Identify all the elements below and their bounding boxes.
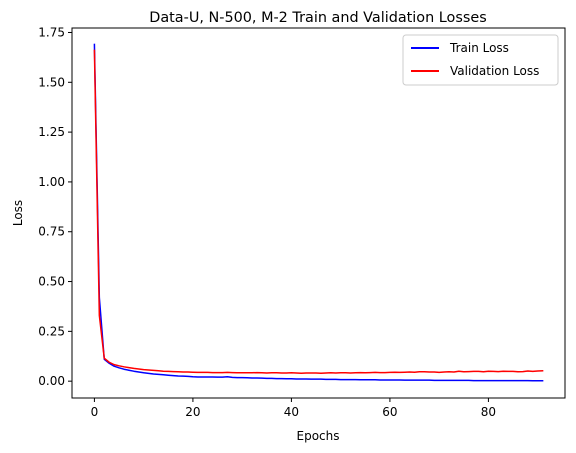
legend-label-train: Train Loss: [449, 41, 509, 55]
legend-box: [402, 34, 559, 86]
y-tick-label: 0.00: [38, 374, 65, 388]
x-tick-label: 80: [481, 405, 496, 419]
legend: Train Loss Validation Loss: [402, 34, 559, 86]
y-axis-label: Loss: [11, 200, 25, 226]
y-tick-label: 0.25: [38, 324, 65, 338]
y-tick-label: 1.00: [38, 175, 65, 189]
y-tick-label: 0.75: [38, 225, 65, 239]
y-tick-label: 1.25: [38, 125, 65, 139]
x-tick-label: 60: [382, 405, 397, 419]
chart-title: Data-U, N-500, M-2 Train and Validation …: [149, 10, 486, 26]
x-tick-label: 0: [91, 405, 99, 419]
axes-frame: [71, 27, 566, 399]
legend-label-validation: Validation Loss: [450, 64, 539, 78]
x-tick-label: 40: [284, 405, 299, 419]
x-axis: 0 20 40 60 80: [91, 398, 496, 419]
x-tick-label: 20: [185, 405, 200, 419]
y-tick-label: 1.50: [38, 75, 65, 89]
y-tick-label: 1.75: [38, 25, 65, 39]
y-tick-label: 0.50: [38, 275, 65, 289]
plot-area: [93, 43, 544, 382]
series-line-train: [93, 43, 544, 382]
y-axis: 0.00 0.25 0.50 0.75 1.00 1.25 1.50 1.75: [38, 25, 72, 388]
x-axis-label: Epochs: [297, 429, 340, 443]
series-line-validation: [93, 49, 544, 374]
